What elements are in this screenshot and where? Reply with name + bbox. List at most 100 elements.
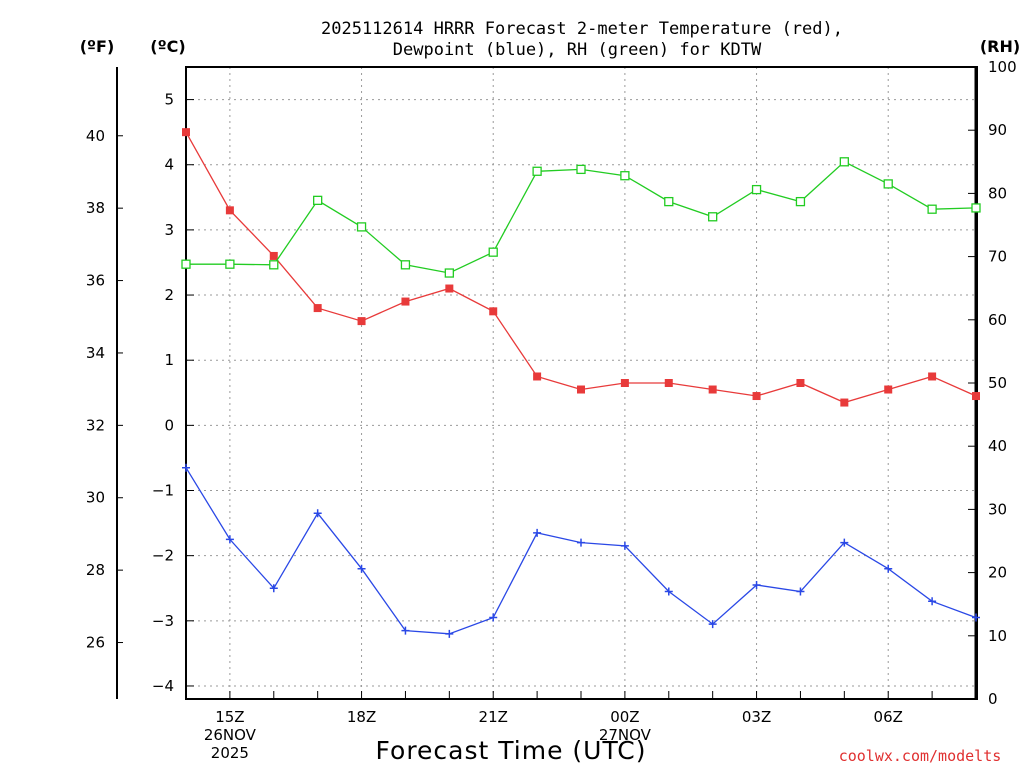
dewpoint-point xyxy=(752,580,761,589)
temperature-point xyxy=(445,284,454,293)
celsius-tick-label: −1 xyxy=(152,482,174,500)
dewpoint-point xyxy=(313,509,322,518)
dewpoint-point xyxy=(225,535,234,544)
rh-tick-label: 80 xyxy=(988,184,1007,202)
fahrenheit-tick-label: 38 xyxy=(86,199,105,217)
temperature-point xyxy=(225,206,234,215)
temperature-point xyxy=(357,317,366,326)
dewpoint-point xyxy=(664,587,673,596)
rh-tick-label: 60 xyxy=(988,311,1007,329)
dewpoint-point xyxy=(269,584,278,593)
celsius-tick-label: 3 xyxy=(164,221,174,239)
x-tick-label: 03Z xyxy=(742,708,771,726)
temperature-point xyxy=(752,392,761,401)
rh-tick-label: 90 xyxy=(988,121,1007,139)
rh-point xyxy=(620,171,630,181)
x-tick-label: 27NOV xyxy=(599,726,652,744)
grid-lines xyxy=(186,67,976,699)
fahrenheit-unit-label: (ºF) xyxy=(80,37,115,56)
dewpoint-point xyxy=(884,564,893,573)
rh-point xyxy=(444,268,454,278)
dewpoint-point xyxy=(840,538,849,547)
temperature-point xyxy=(401,297,410,306)
celsius-tick-label: −4 xyxy=(152,677,174,695)
temperature-point xyxy=(884,385,893,394)
x-tick-label: 00Z xyxy=(610,708,639,726)
dewpoint-point xyxy=(972,613,980,622)
dewpoint-series-line xyxy=(185,467,977,635)
rh-point xyxy=(225,259,235,269)
chart-title-line-2: Dewpoint (blue), RH (green) for KDTW xyxy=(393,40,762,60)
x-tick-label: 26NOV xyxy=(204,726,257,744)
dewpoint-point xyxy=(928,597,937,606)
temperature-point xyxy=(577,385,585,394)
rh-point xyxy=(576,164,586,175)
dewpoint-point xyxy=(533,528,542,537)
rh-point xyxy=(356,222,367,232)
rh-point xyxy=(181,259,191,269)
celsius-tick-label: 1 xyxy=(164,351,174,369)
source-credit: coolwx.com/modelts xyxy=(839,747,1002,765)
rh-point xyxy=(708,212,718,222)
dewpoint-point xyxy=(445,629,454,638)
rh-tick-label: 50 xyxy=(988,374,1007,392)
celsius-tick-label: 0 xyxy=(164,416,174,434)
temperature-point xyxy=(840,398,849,407)
dewpoint-point xyxy=(182,463,190,472)
temperature-point xyxy=(620,379,629,387)
rh-point xyxy=(795,196,806,207)
rh-point xyxy=(927,204,937,214)
plot-frame xyxy=(185,66,978,700)
fahrenheit-tick-label: 28 xyxy=(86,561,105,579)
temperature-point xyxy=(182,128,190,137)
celsius-tick-label: 2 xyxy=(164,286,174,304)
rh-point xyxy=(313,195,323,206)
dewpoint-point xyxy=(489,613,498,622)
rh-tick-label: 20 xyxy=(988,564,1007,582)
rh-unit-label: (RH) xyxy=(980,37,1020,56)
celsius-unit-label: (ºC) xyxy=(150,37,185,56)
rh-point xyxy=(488,247,498,257)
temperature-point xyxy=(313,304,322,313)
dewpoint-point xyxy=(620,541,629,550)
fahrenheit-tick-label: 26 xyxy=(86,634,105,652)
fahrenheit-tick-label: 30 xyxy=(86,489,105,507)
fahrenheit-tick-label: 40 xyxy=(86,127,105,145)
rh-point xyxy=(971,203,981,213)
x-axis-label: Forecast Time (UTC) xyxy=(376,736,647,765)
celsius-tick-label: −2 xyxy=(152,547,174,565)
temperature-point xyxy=(664,379,673,387)
x-tick-label: 21Z xyxy=(479,708,508,726)
rh-point xyxy=(664,196,674,207)
rh-series-line xyxy=(186,161,977,274)
temperature-point xyxy=(796,379,805,387)
rh-tick-label: 10 xyxy=(988,627,1007,645)
rh-point xyxy=(400,260,411,270)
temperature-point xyxy=(708,385,717,394)
rh-point xyxy=(839,157,849,167)
fahrenheit-tick-label: 32 xyxy=(86,416,105,434)
rh-tick-label: 0 xyxy=(988,690,998,708)
dewpoint-point xyxy=(401,626,410,635)
rh-point xyxy=(269,260,279,270)
temperature-point xyxy=(928,372,937,381)
celsius-tick-label: −3 xyxy=(152,612,174,630)
temperature-point xyxy=(972,392,980,401)
dewpoint-point xyxy=(708,620,717,629)
fahrenheit-tick-label: 34 xyxy=(86,344,105,362)
temperature-point xyxy=(269,251,278,260)
rh-point xyxy=(532,166,542,176)
temperature-point xyxy=(489,307,498,316)
dewpoint-point xyxy=(357,564,366,573)
rh-tick-label: 30 xyxy=(988,500,1007,518)
dewpoint-point xyxy=(577,538,585,547)
rh-point xyxy=(751,184,762,195)
chart-title-line-1: 2025112614 HRRR Forecast 2-meter Tempera… xyxy=(321,19,843,39)
celsius-tick-label: 5 xyxy=(164,91,174,109)
x-tick-label: 15Z xyxy=(215,708,244,726)
rh-tick-label: 40 xyxy=(988,437,1007,455)
dewpoint-point xyxy=(796,587,805,596)
temperature-point xyxy=(533,372,542,381)
